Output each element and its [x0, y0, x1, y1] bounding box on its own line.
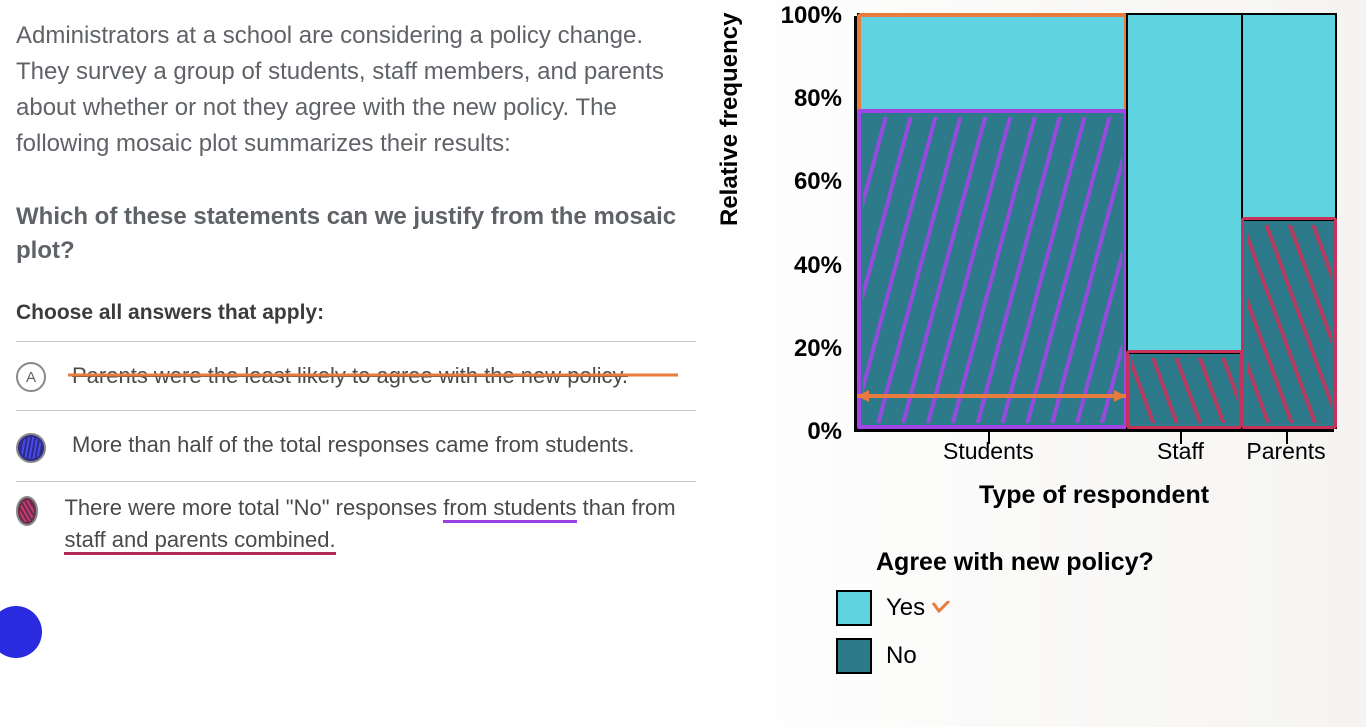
question-stem: Which of these statements can we justify…: [16, 200, 696, 267]
legend-label-yes: Yes: [886, 594, 925, 622]
c-seg-3: than from: [577, 495, 676, 520]
legend-swatch-yes: [836, 590, 872, 626]
c-seg-1: There were more total "No" responses: [64, 495, 443, 520]
prompt-text: Administrators at a school are consideri…: [16, 18, 696, 162]
y-tick-label: 100%: [754, 2, 842, 30]
answer-choice-b[interactable]: More than half of the total responses ca…: [16, 411, 696, 482]
choice-letter: A: [26, 369, 36, 386]
mosaic-plot: Relative frequency 100%80%60%40%20%0% St…: [724, 6, 1344, 476]
c-seg-4-underlined: staff and parents combined.: [64, 527, 335, 555]
x-tick-label: Parents: [1246, 438, 1325, 465]
choice-badge-b-scribble: [16, 433, 46, 463]
legend-title: Agree with new policy?: [876, 548, 1154, 577]
legend-checkmark-annotation: [931, 601, 951, 615]
segment-no: [1128, 352, 1241, 427]
y-tick-label: 20%: [754, 335, 842, 363]
y-tick-label: 0%: [754, 418, 842, 446]
segment-no: [859, 111, 1126, 427]
x-axis-label: Type of respondent: [854, 481, 1334, 510]
segment-yes: [1128, 15, 1241, 356]
y-tick-label: 80%: [754, 85, 842, 113]
mosaic-column-students: [857, 13, 1126, 429]
legend-item-yes: Yes: [836, 590, 951, 626]
chart-panel: Relative frequency 100%80%60%40%20%0% St…: [724, 6, 1364, 476]
answer-text-c: There were more total "No" responses fro…: [64, 492, 696, 556]
cursor-dot-annotation: [0, 606, 42, 658]
answer-text-a: Parents were the least likely to agree w…: [72, 360, 628, 392]
choice-badge-a: A: [16, 362, 46, 392]
x-tick-label: Students: [943, 438, 1034, 465]
y-tick-label: 40%: [754, 252, 842, 280]
y-axis-label: Relative frequency: [716, 13, 744, 226]
plot-area: [854, 16, 1334, 432]
answer-text-b: More than half of the total responses ca…: [72, 429, 635, 461]
c-seg-2-underlined: from students: [443, 495, 576, 523]
segment-no: [1243, 219, 1335, 427]
legend-swatch-no: [836, 638, 872, 674]
mosaic-column-staff: [1126, 13, 1241, 429]
legend-label-no: No: [886, 642, 917, 670]
legend-item-no: No: [836, 638, 917, 674]
segment-yes: [1243, 15, 1335, 223]
choice-badge-c-scribble: [16, 496, 38, 526]
answer-a-content: Parents were the least likely to agree w…: [72, 363, 628, 388]
x-tick-label: Staff: [1157, 438, 1204, 465]
mosaic-column-parents: [1241, 13, 1337, 429]
segment-yes: [859, 15, 1126, 115]
instruction-text: Choose all answers that apply:: [16, 301, 696, 325]
answer-choice-c[interactable]: There were more total "No" responses fro…: [16, 482, 696, 566]
answer-choice-a[interactable]: A Parents were the least likely to agree…: [16, 342, 696, 411]
answer-list: A Parents were the least likely to agree…: [16, 341, 696, 566]
question-panel: Administrators at a school are consideri…: [16, 18, 696, 566]
y-tick-label: 60%: [754, 168, 842, 196]
